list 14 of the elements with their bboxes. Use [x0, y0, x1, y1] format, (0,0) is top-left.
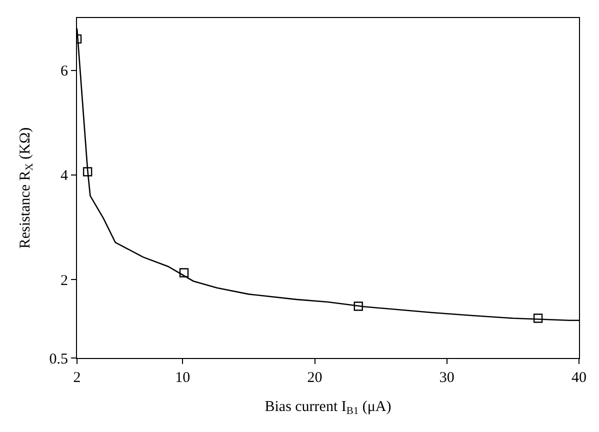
- x-tick-label: 2: [73, 370, 81, 386]
- x-tick-label: 20: [307, 370, 322, 386]
- y-tick-label: 6: [60, 64, 68, 80]
- point: [82, 167, 92, 176]
- y-tick-label: 2: [60, 272, 68, 289]
- point: [354, 302, 363, 311]
- point: [533, 314, 543, 323]
- y-tick-label: 0.5: [49, 351, 68, 368]
- x-tick-label: 30: [439, 370, 454, 386]
- x-tick-label: 40: [572, 370, 586, 386]
- y-tick-label: 4: [60, 168, 68, 184]
- point: [179, 268, 189, 278]
- x-axis-title: Bias current I$_{B1}$ (μA): [264, 399, 392, 418]
- x-tick-label: 10: [175, 370, 190, 386]
